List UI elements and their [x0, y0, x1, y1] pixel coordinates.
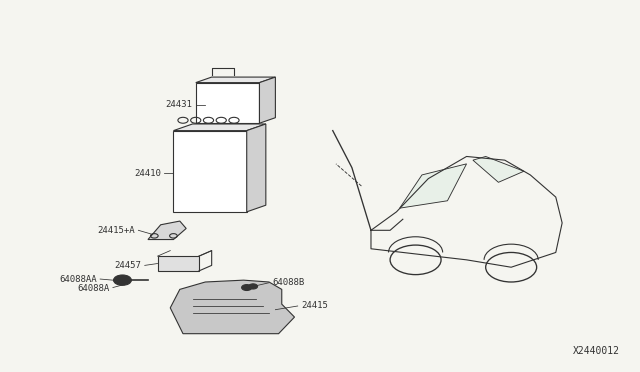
Text: 64088AA: 64088AA [60, 275, 97, 283]
Polygon shape [173, 131, 246, 212]
Polygon shape [148, 221, 186, 240]
Text: 64088B: 64088B [272, 278, 305, 287]
Polygon shape [173, 124, 266, 131]
Text: 24431: 24431 [166, 100, 193, 109]
Text: X2440012: X2440012 [573, 346, 620, 356]
Text: 24415+A: 24415+A [97, 226, 135, 235]
Text: 24410: 24410 [134, 169, 161, 177]
Polygon shape [157, 256, 199, 271]
Circle shape [248, 284, 257, 289]
Polygon shape [473, 157, 524, 182]
Polygon shape [196, 83, 259, 123]
Polygon shape [399, 164, 467, 208]
Text: 24457: 24457 [115, 261, 141, 270]
Polygon shape [246, 124, 266, 212]
Polygon shape [259, 77, 275, 123]
Text: 24415: 24415 [301, 301, 328, 311]
Circle shape [113, 275, 131, 285]
Circle shape [242, 285, 252, 291]
Polygon shape [170, 280, 294, 334]
Text: 64088A: 64088A [77, 284, 109, 293]
Polygon shape [196, 77, 275, 83]
